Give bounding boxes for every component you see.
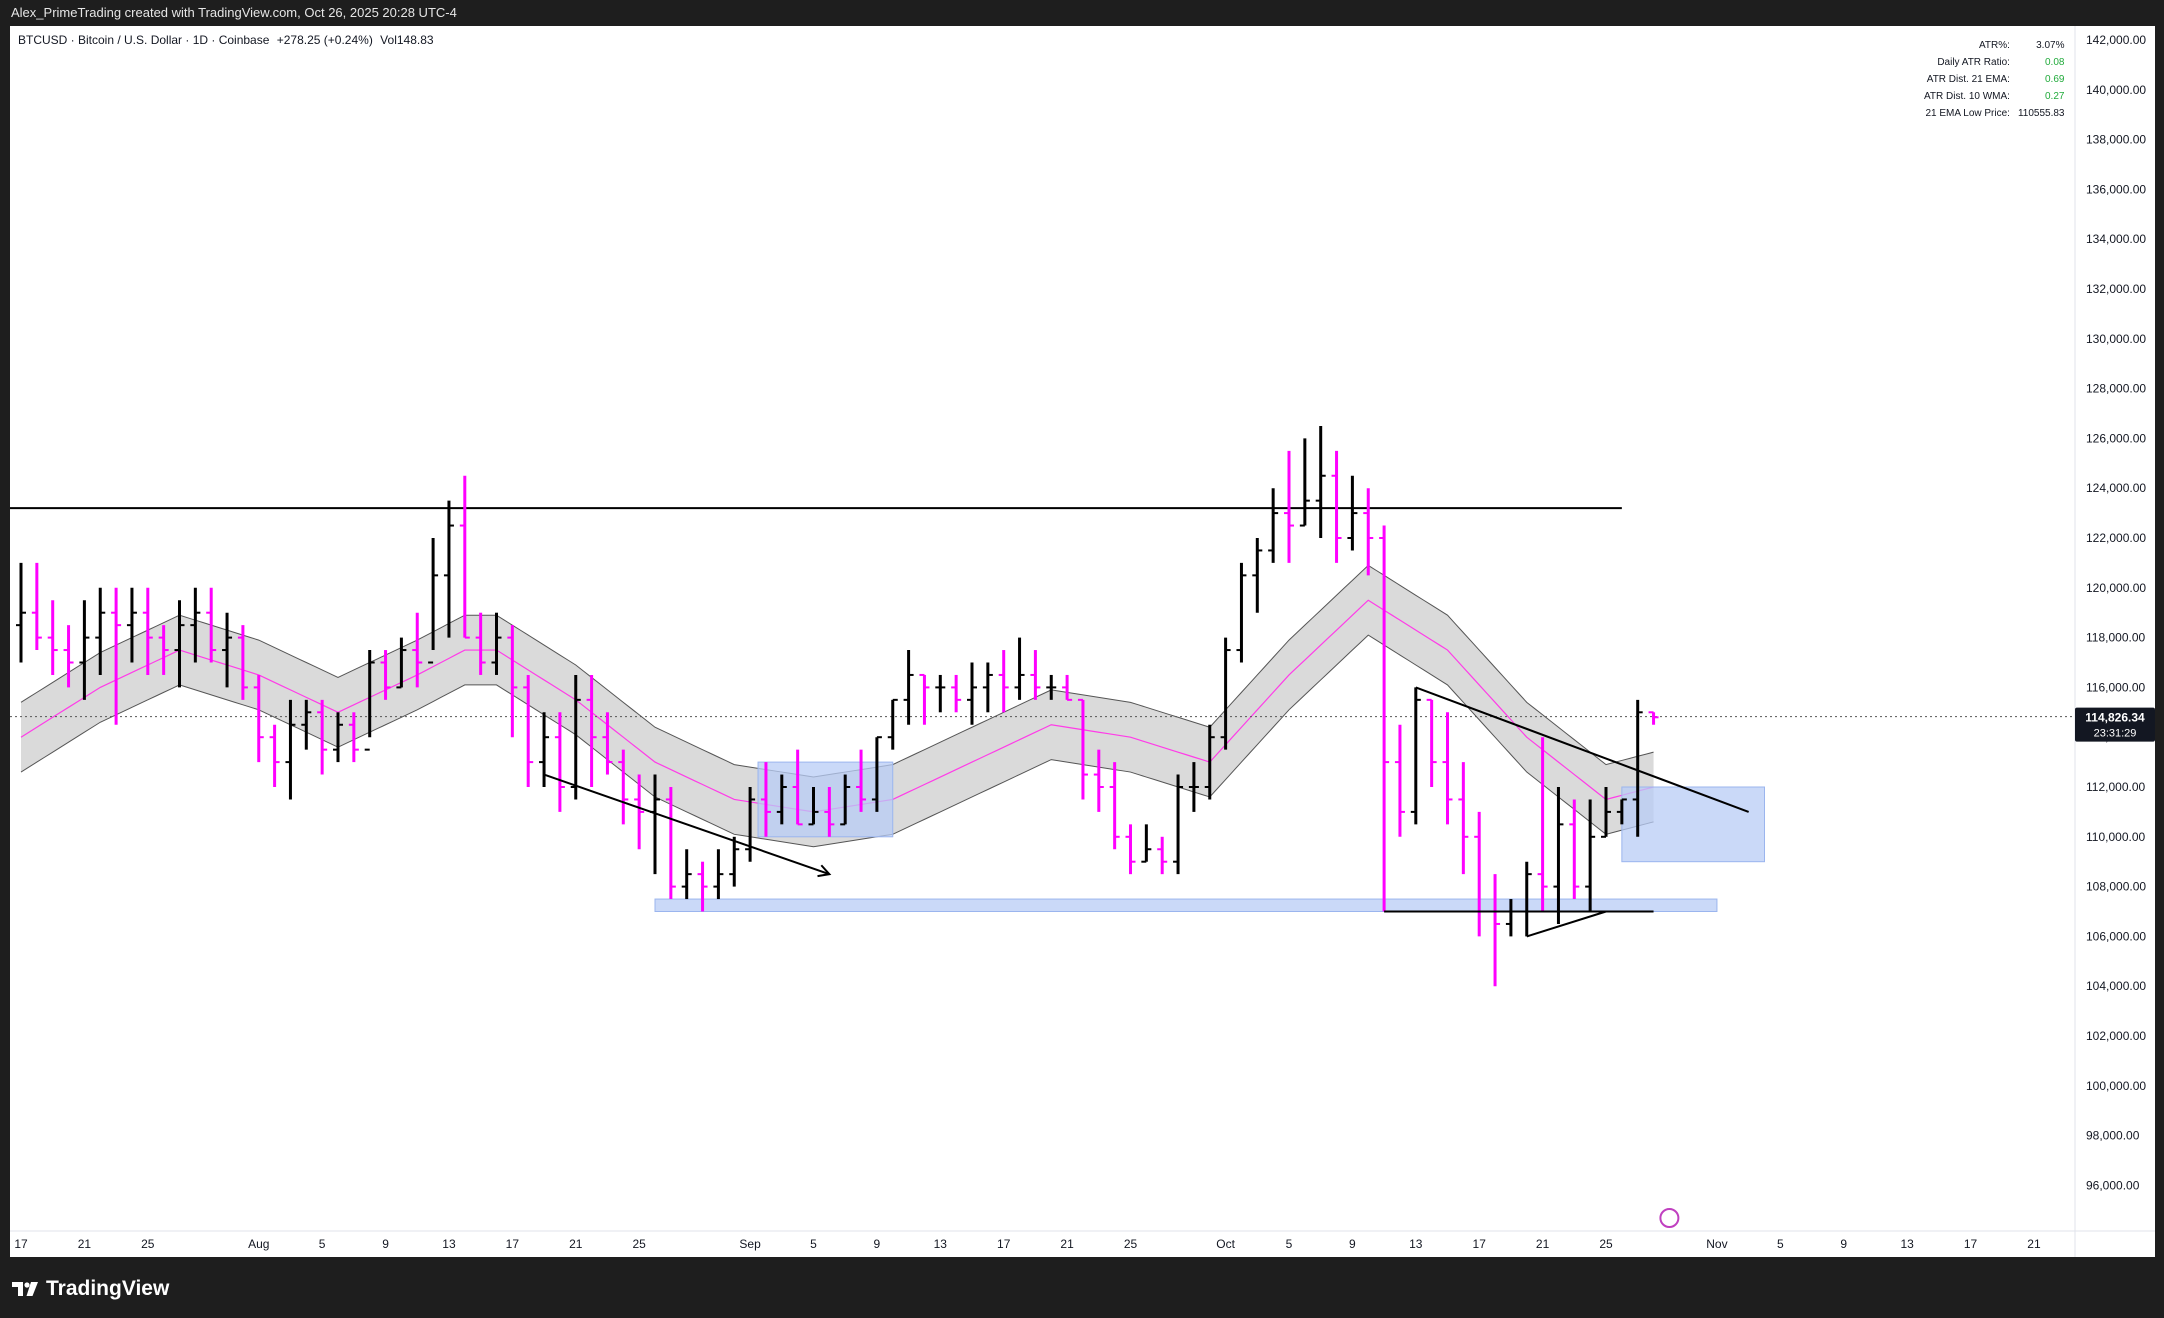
- time-axis-tick-label: 17: [997, 1237, 1011, 1251]
- chart-area[interactable]: 142,000.00 140,000.00 138,000.00 136,000.00…: [10, 26, 2155, 1257]
- footer-bar: TradingView: [0, 1257, 2164, 1318]
- price-axis-tick-label: 140,000.00: [2086, 83, 2146, 97]
- time-axis-tick-label: 21: [1536, 1237, 1550, 1251]
- time-axis-tick-label: 13: [1900, 1237, 1914, 1251]
- time-axis-tick-label: 9: [382, 1237, 389, 1251]
- price-axis-tick-label: 102,000.00: [2086, 1029, 2146, 1043]
- price-axis-tick-label: 126,000.00: [2086, 431, 2146, 445]
- time-axis-tick-label: 5: [810, 1237, 817, 1251]
- volume-value: Vol148.83: [380, 33, 434, 47]
- stats-row: ATR Dist. 10 WMA: 0.27: [1920, 88, 2068, 105]
- stats-label: ATR%:: [1979, 40, 2010, 51]
- time-axis-tick-label: 9: [874, 1237, 881, 1251]
- stats-label: Daily ATR Ratio:: [1937, 57, 2010, 68]
- stats-value: 0.27: [2045, 91, 2065, 102]
- time-axis-tick-label: 9: [1840, 1237, 1847, 1251]
- stats-row: ATR%: 3.07%: [1920, 37, 2068, 54]
- stats-value: 3.07%: [2036, 40, 2065, 51]
- price-axis-tick-label: 96,000.00: [2086, 1178, 2140, 1192]
- tradingview-logo[interactable]: TradingView: [12, 1277, 169, 1301]
- price-chart[interactable]: 142,000.00 140,000.00 138,000.00 136,000.00…: [10, 26, 2155, 1257]
- price-axis-tick-label: 116,000.00: [2086, 680, 2145, 694]
- support-zone[interactable]: [1621, 786, 1765, 863]
- current-price-value: 114,826.34: [2085, 711, 2145, 725]
- price-axis-tick-label: 138,000.00: [2086, 133, 2146, 147]
- time-axis-tick-label: 17: [506, 1237, 520, 1251]
- time-axis-tick-label: 5: [1286, 1237, 1293, 1251]
- candle-countdown: 23:31:29: [2094, 728, 2137, 740]
- price-axis-tick-label: 110,000.00: [2086, 830, 2145, 844]
- attribution-bar: Alex_PrimeTrading created with TradingVi…: [0, 0, 2164, 26]
- time-axis-tick-label: Nov: [1706, 1237, 1727, 1251]
- stats-row: 21 EMA Low Price: 110555.83: [1920, 105, 2068, 122]
- stats-value: 0.08: [2045, 57, 2065, 68]
- ema-band-lower: [20, 634, 1654, 848]
- event-marker-icon[interactable]: [1659, 1208, 1680, 1228]
- time-axis-tick-label: 13: [934, 1237, 948, 1251]
- tradingview-logo-text: TradingView: [46, 1277, 170, 1300]
- price-axis-tick-label: 120,000.00: [2086, 581, 2146, 595]
- time-axis-tick-label: 21: [569, 1237, 583, 1251]
- time-axis-tick-label: 25: [1124, 1237, 1138, 1251]
- price-axis-tick-label: 142,000.00: [2086, 33, 2146, 47]
- price-change: +278.25 (+0.24%): [276, 33, 373, 47]
- time-axis-tick-label: 13: [1409, 1237, 1423, 1251]
- time-axis-tick-label: 21: [2027, 1237, 2041, 1251]
- time-axis-tick-label: 25: [141, 1237, 155, 1251]
- time-axis-tick-label: 17: [14, 1237, 28, 1251]
- price-axis-tick-label: 104,000.00: [2086, 979, 2146, 993]
- price-axis-tick-label: 124,000.00: [2086, 481, 2146, 495]
- time-axis-tick-label: 9: [1349, 1237, 1356, 1251]
- time-axis-tick-label: 13: [442, 1237, 456, 1251]
- ema-band: [21, 565, 1654, 847]
- time-axis-tick-label: Aug: [248, 1237, 269, 1251]
- price-axis-tick-label: 112,000.00: [2086, 780, 2145, 794]
- price-axis-tick-label: 136,000.00: [2086, 182, 2146, 196]
- price-axis-tick-label: 130,000.00: [2086, 332, 2146, 346]
- stats-label: ATR Dist. 10 WMA:: [1924, 91, 2010, 102]
- trendline[interactable]: [543, 773, 830, 876]
- stats-row: Daily ATR Ratio: 0.08: [1920, 54, 2068, 71]
- trendline-arrowhead: [817, 864, 832, 878]
- time-axis-tick-label: 17: [1964, 1237, 1978, 1251]
- time-axis-tick-label: 5: [1777, 1237, 1784, 1251]
- attribution-text: Alex_PrimeTrading created with TradingVi…: [11, 5, 457, 20]
- time-axis-tick-label: 21: [1060, 1237, 1074, 1251]
- price-axis-tick-label: 122,000.00: [2086, 531, 2146, 545]
- price-axis-tick-label: 106,000.00: [2086, 929, 2146, 943]
- trendline[interactable]: [1526, 910, 1607, 938]
- stats-row: ATR Dist. 21 EMA: 0.69: [1920, 71, 2068, 88]
- time-axis-tick-label: 21: [78, 1237, 92, 1251]
- atr-stats-table: ATR%: 3.07% Daily ATR Ratio: 0.08 ATR Dist. …: [1920, 37, 2068, 122]
- price-axis-tick-label: 98,000.00: [2086, 1129, 2140, 1143]
- price-axis-tick-label: 132,000.00: [2086, 282, 2146, 296]
- time-axis-tick-label: Sep: [739, 1237, 761, 1251]
- time-axis-tick-label: 25: [1599, 1237, 1613, 1251]
- time-axis-tick-label: Oct: [1216, 1237, 1235, 1251]
- price-axis-tick-label: 118,000.00: [2086, 631, 2145, 645]
- stats-label: 21 EMA Low Price:: [1925, 108, 2010, 119]
- trendline[interactable]: [1415, 686, 1750, 813]
- price-axis-tick-label: 100,000.00: [2086, 1079, 2146, 1093]
- price-axis-tick-label: 128,000.00: [2086, 382, 2146, 396]
- stats-value: 110555.83: [2017, 108, 2065, 119]
- time-axis-tick-label: 25: [632, 1237, 646, 1251]
- price-axis-tick-label: 108,000.00: [2086, 880, 2146, 894]
- stats-value: 0.69: [2045, 74, 2065, 85]
- time-axis-tick-label: 5: [319, 1237, 326, 1251]
- stats-label: ATR Dist. 21 EMA:: [1926, 74, 2010, 85]
- support-zone[interactable]: [654, 898, 1718, 912]
- symbol-name: BTCUSD · Bitcoin / U.S. Dollar · 1D · Co…: [18, 33, 270, 47]
- time-axis-tick-label: 17: [1473, 1237, 1487, 1251]
- symbol-legend[interactable]: BTCUSD · Bitcoin / U.S. Dollar · 1D · Co…: [18, 33, 438, 47]
- current-price-badge: [2075, 707, 2155, 742]
- tradingview-logo-icon: [12, 1282, 38, 1296]
- price-axis-tick-label: 134,000.00: [2086, 232, 2146, 246]
